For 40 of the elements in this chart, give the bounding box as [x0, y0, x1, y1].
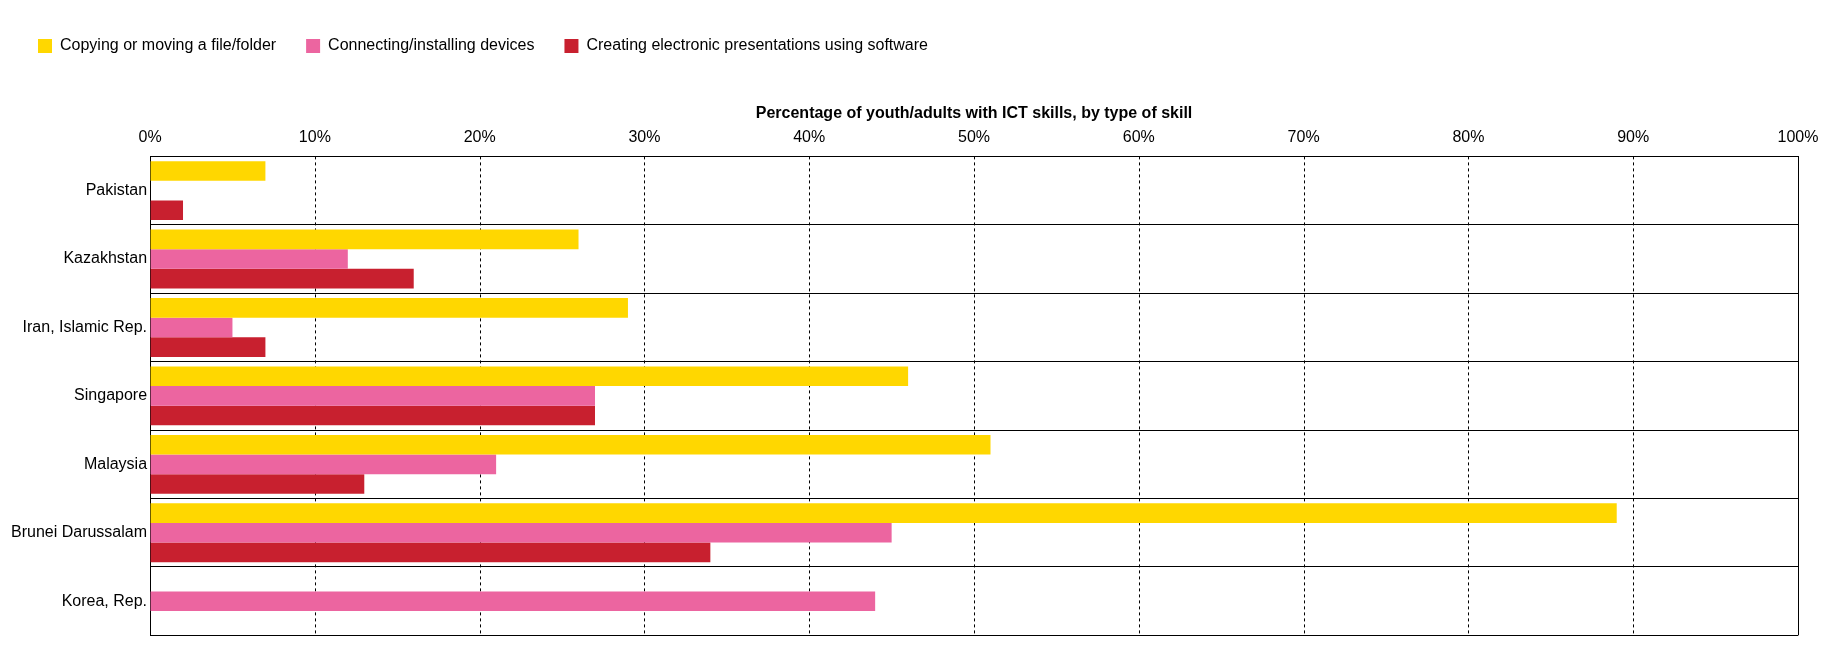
- y-tick-label: Singapore: [74, 386, 148, 404]
- bar: [150, 503, 1617, 523]
- x-tick-label: 60%: [1122, 128, 1155, 146]
- bar: [150, 434, 991, 455]
- bar: [150, 249, 348, 269]
- y-tick-label: Iran, Islamic Rep.: [22, 317, 148, 335]
- bar: [150, 454, 497, 475]
- bar: [150, 298, 628, 318]
- bar: [150, 161, 266, 181]
- legend-label: Copying or moving a file/folder: [60, 36, 277, 54]
- bar: [150, 542, 711, 563]
- x-tick-label: 40%: [793, 128, 826, 146]
- x-tick-label: 100%: [1777, 128, 1819, 146]
- bar: [150, 474, 365, 494]
- x-tick-label: 0%: [138, 128, 162, 146]
- bar: [150, 229, 579, 250]
- y-tick-label: Kazakhstan: [63, 249, 148, 267]
- x-tick-label: 10%: [298, 128, 331, 146]
- x-tick-label: 50%: [958, 128, 991, 146]
- x-tick-label: 20%: [463, 128, 496, 146]
- bar: [150, 200, 184, 221]
- x-tick-label: 30%: [628, 128, 661, 146]
- bar: [150, 386, 595, 406]
- bar: [150, 522, 892, 543]
- x-axis-title: Percentage of youth/adults with ICT skills, by type of skill: [755, 104, 1193, 122]
- bar: [150, 405, 595, 426]
- x-tick-label: 70%: [1287, 128, 1320, 146]
- y-tick-label: Pakistan: [85, 181, 148, 199]
- legend-label: Connecting/installing devices: [328, 36, 535, 54]
- x-tick-label: 90%: [1617, 128, 1650, 146]
- bar: [150, 591, 876, 611]
- legend-label: Creating electronic presentations using software: [586, 36, 929, 54]
- y-tick-label: Malaysia: [83, 454, 148, 472]
- x-tick-label: 80%: [1452, 128, 1485, 146]
- y-tick-label: Korea, Rep.: [61, 591, 148, 609]
- bar: [150, 317, 233, 338]
- bar: [150, 268, 414, 289]
- bar: [150, 337, 266, 357]
- bar: [150, 366, 909, 387]
- y-tick-label: Brunei Darussalam: [10, 523, 148, 541]
